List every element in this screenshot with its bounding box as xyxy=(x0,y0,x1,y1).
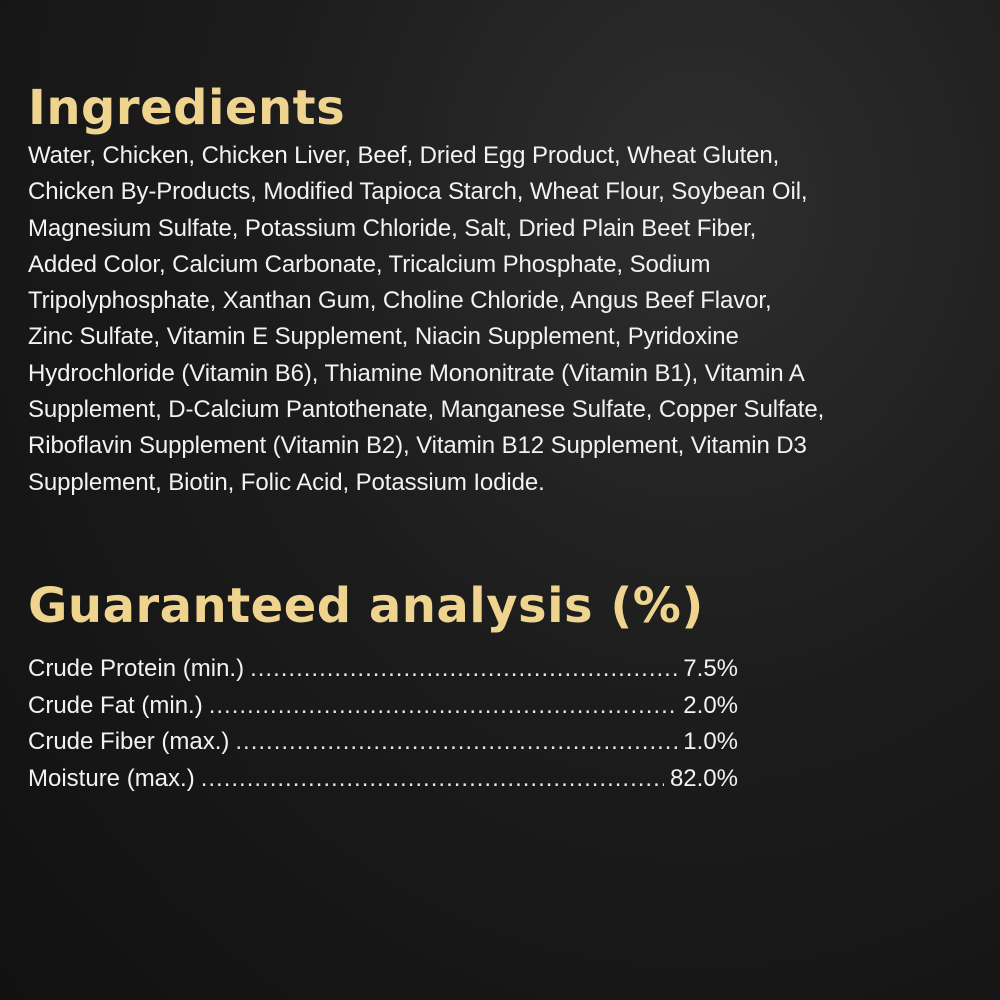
ingredients-line: Riboflavin Supplement (Vitamin B2), Vita… xyxy=(28,432,807,460)
ingredients-list: Water, Chicken, Chicken Liver, Beef, Dri… xyxy=(28,138,824,501)
ingredients-line: Tripolyphosphate, Xanthan Gum, Choline C… xyxy=(28,287,772,315)
dot-leader xyxy=(209,688,678,725)
analysis-label: Crude Fiber (max.) xyxy=(28,728,230,755)
ingredients-line: Water, Chicken, Chicken Liver, Beef, Dri… xyxy=(28,142,780,169)
analysis-value: 1.0% xyxy=(683,728,738,755)
dot-leader xyxy=(235,724,677,761)
analysis-row: Crude Protein (min.) 7.5% xyxy=(28,651,738,688)
ingredients-line: Zinc Sulfate, Vitamin E Supplement, Niac… xyxy=(28,323,739,351)
ingredients-line: Added Color, Calcium Carbonate, Tricalci… xyxy=(28,250,711,278)
ingredients-line: Chicken By-Products, Modified Tapioca St… xyxy=(28,178,808,206)
analysis-value: 2.0% xyxy=(683,691,738,719)
analysis-row: Crude Fiber (max.) 1.0% xyxy=(28,724,738,761)
analysis-label: Crude Fat (min.) xyxy=(28,691,203,719)
ingredients-heading: Ingredients xyxy=(28,80,346,136)
analysis-value: 82.0% xyxy=(669,764,738,792)
ingredients-line: Magnesium Sulfate, Potassium Chloride, S… xyxy=(28,214,757,242)
ingredients-line: Hydrochloride (Vitamin B6), Thiamine Mon… xyxy=(28,359,805,387)
analysis-row: Crude Fat (min.) 2.0% xyxy=(28,688,738,725)
analysis-heading: Guaranteed analysis (%) xyxy=(28,578,704,634)
dot-leader xyxy=(250,651,677,688)
analysis-value: 7.5% xyxy=(683,655,738,682)
analysis-label: Crude Protein (min.) xyxy=(28,655,245,682)
analysis-row: Moisture (max.) 82.0% xyxy=(28,761,738,798)
analysis-table: Crude Protein (min.) 7.5% Crude Fat (min… xyxy=(28,651,738,797)
analysis-label: Moisture (max.) xyxy=(28,764,195,792)
dot-leader xyxy=(201,761,664,798)
ingredients-line: Supplement, Biotin, Folic Acid, Potassiu… xyxy=(28,468,545,496)
ingredients-line: Supplement, D-Calcium Pantothenate, Mang… xyxy=(28,396,825,424)
